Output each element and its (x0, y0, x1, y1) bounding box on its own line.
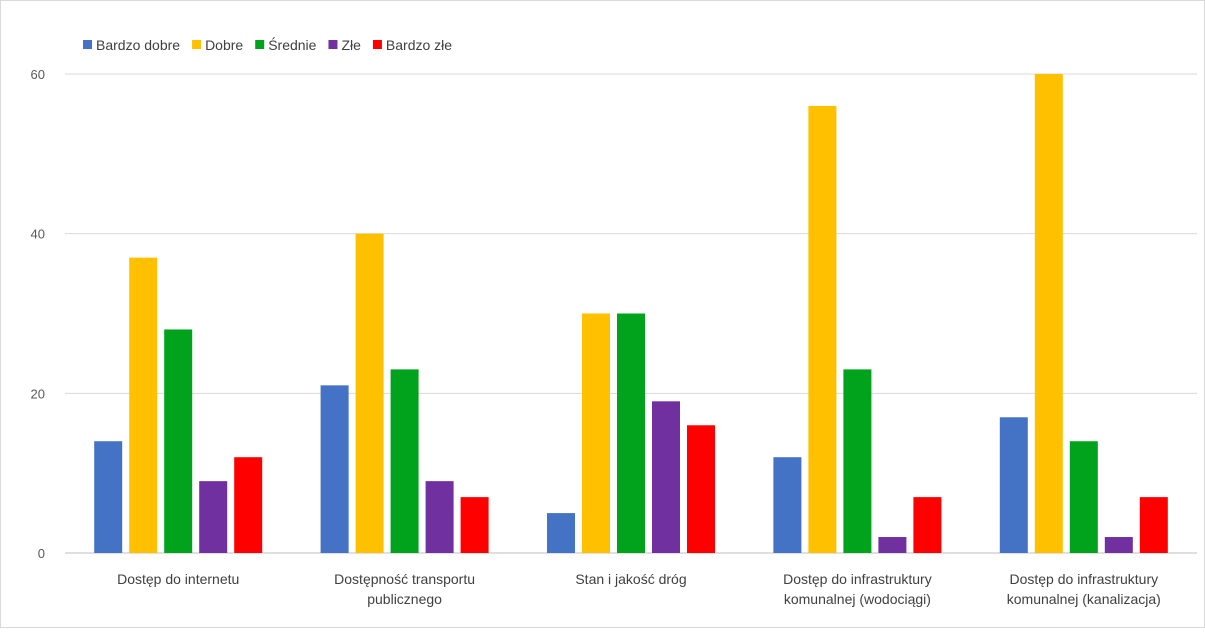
bar (390, 369, 419, 553)
legend-label: Złe (341, 37, 361, 53)
bar (234, 457, 263, 553)
bar (808, 105, 837, 553)
bar (460, 497, 489, 553)
bar (1034, 74, 1063, 553)
legend: Bardzo dobre Dobre Średnie Złe Bardzo złe (83, 36, 452, 53)
bar (199, 481, 228, 553)
x-category-label-line: publicznego (367, 591, 442, 607)
x-category-label: Dostęp do infrastruktury komunalnej (wodo… (783, 571, 932, 607)
y-tick-label: 20 (31, 386, 45, 401)
legend-swatch (255, 40, 265, 49)
legend-swatch (328, 40, 338, 49)
bar (582, 313, 610, 553)
legend-item: Dobre (192, 37, 243, 53)
legend-label: Średnie (268, 36, 316, 53)
bar (425, 481, 454, 553)
bar (617, 313, 645, 553)
bar (320, 385, 349, 553)
legend-swatch (83, 40, 92, 49)
x-category-label-line: Dostęp do internetu (117, 571, 239, 587)
bar (913, 497, 942, 553)
x-category-label: Dostęp do infrastruktury komunalnej (kana… (1007, 571, 1161, 607)
x-category-label: Stan i jakość dróg (575, 571, 686, 587)
bar (547, 513, 575, 553)
legend-item: Bardzo złe (372, 37, 452, 53)
bar (1069, 441, 1098, 553)
bar (1139, 497, 1168, 553)
bar (94, 441, 123, 553)
y-tick-label: 40 (31, 227, 45, 242)
legend-swatch (192, 40, 202, 49)
bar (652, 401, 680, 553)
bar (843, 369, 872, 553)
y-tick-label: 0 (38, 546, 45, 561)
legend-swatch (372, 40, 382, 49)
legend-label: Dobre (205, 37, 243, 53)
bar (164, 329, 193, 553)
x-category-label-line: Dostęp do infrastruktury (783, 571, 932, 587)
x-category-label-line: Stan i jakość dróg (575, 571, 686, 587)
x-category-label: Dostępność transportu publicznego (334, 571, 475, 607)
bars (94, 74, 1168, 553)
y-axis-ticks: 0 20 40 60 (31, 67, 45, 561)
bar (878, 537, 907, 553)
bar (355, 233, 384, 553)
x-category-label-line: komunalnej (wodociągi) (784, 591, 931, 607)
x-axis-labels: Dostęp do internetu Dostępność transportu… (117, 571, 1161, 607)
legend-item: Średnie (255, 36, 317, 53)
x-category-label: Dostęp do internetu (117, 571, 239, 587)
legend-item: Bardzo dobre (83, 37, 180, 53)
legend-label: Bardzo złe (386, 37, 452, 53)
legend-item: Złe (328, 37, 361, 53)
bar (1104, 537, 1133, 553)
bar (999, 417, 1028, 553)
bar (773, 457, 802, 553)
y-tick-label: 60 (31, 67, 45, 82)
x-category-label-line: Dostęp do infrastruktury (1009, 571, 1158, 587)
x-category-label-line: Dostępność transportu (334, 571, 475, 587)
bar (129, 257, 158, 553)
x-category-label-line: komunalnej (kanalizacja) (1007, 591, 1161, 607)
bar (687, 425, 715, 553)
legend-label: Bardzo dobre (96, 37, 180, 53)
